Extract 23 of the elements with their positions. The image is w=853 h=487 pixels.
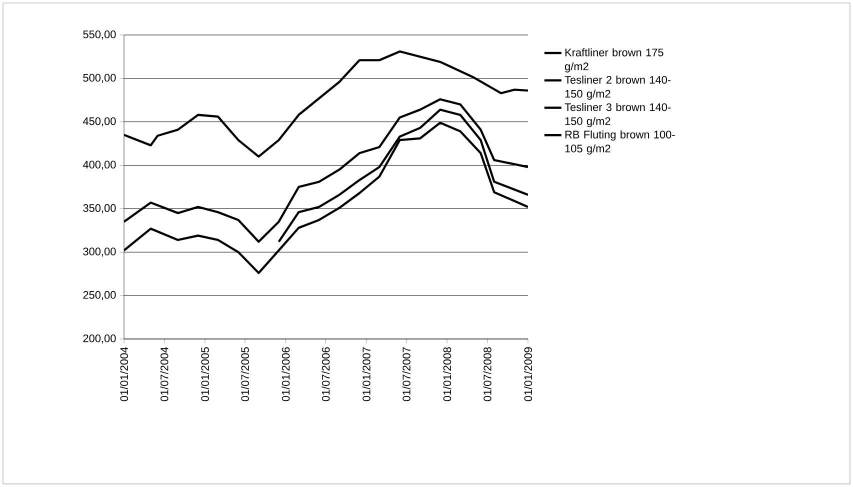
y-tick-label: 550,00	[83, 30, 116, 40]
y-tick-label: 200,00	[83, 334, 116, 344]
x-tick-label: 01/07/2004	[160, 347, 168, 402]
x-tick-label: 01/07/2007	[402, 347, 410, 402]
y-tick-label: 400,00	[82, 160, 116, 170]
x-tick-label: 01/01/2007	[362, 347, 370, 402]
y-tick-label: 250,00	[83, 291, 116, 300]
legend-label: RB Fluting brown 100-105 g/m2	[565, 130, 675, 155]
x-tick-label: 01/07/2006	[322, 347, 330, 402]
y-tick-label: 500,00	[83, 74, 116, 83]
x-tick-label: 01/01/2008	[443, 347, 452, 402]
x-tick-label: 01/01/2004	[120, 347, 128, 402]
y-tick-label: 450,00	[82, 117, 116, 126]
y-tick-label: 350,00	[83, 204, 116, 214]
x-tick-label: 01/01/2006	[282, 347, 290, 402]
x-tick-label: 01/07/2008	[483, 347, 492, 402]
y-tick-label: 300,00	[83, 248, 116, 257]
legend-label: Tesliner 2 brown 140-150 g/m2	[564, 76, 671, 100]
x-tick-label: 01/07/2005	[240, 347, 249, 402]
legend-label: Tesliner 3 brown 140-150 g/m2	[564, 103, 671, 128]
legend-label: Kraftliner brown 175 g/m2	[564, 48, 664, 72]
x-tick-label: 01/01/2009	[524, 347, 532, 402]
x-tick-label: 01/01/2005	[200, 347, 209, 402]
